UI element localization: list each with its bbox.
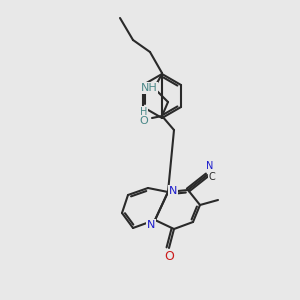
Text: C: C — [208, 172, 215, 182]
Text: N: N — [206, 161, 214, 171]
Text: NH: NH — [141, 83, 158, 93]
Text: O: O — [140, 116, 148, 126]
Text: H: H — [140, 107, 148, 117]
Text: O: O — [164, 250, 174, 263]
Text: N: N — [147, 220, 155, 230]
Text: N: N — [169, 186, 177, 196]
